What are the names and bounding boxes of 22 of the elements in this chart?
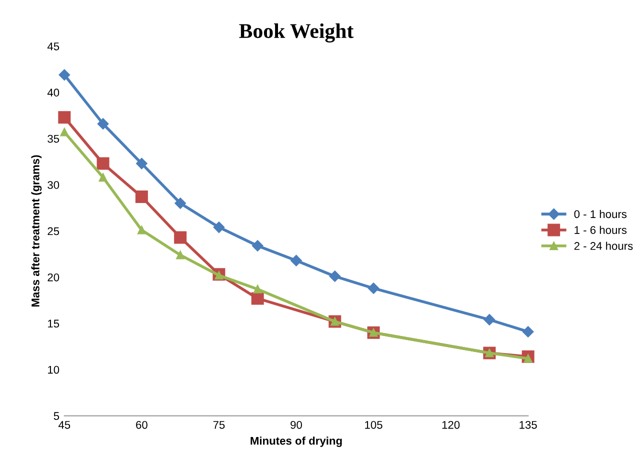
chart-title: Book Weight bbox=[239, 23, 354, 42]
x-tick-label: 60 bbox=[136, 420, 148, 429]
x-tick-label: 120 bbox=[442, 420, 460, 429]
legend-label: 0 - 1 hours bbox=[574, 210, 627, 218]
y-tick-label: 40 bbox=[47, 88, 60, 97]
y-tick-label: 30 bbox=[48, 181, 60, 189]
x-tick-label: 105 bbox=[365, 420, 382, 429]
y-tick-label: 10 bbox=[48, 366, 60, 374]
x-tick-label: 45 bbox=[58, 421, 70, 429]
y-tick-label: 45 bbox=[47, 42, 60, 50]
x-tick-label: 90 bbox=[290, 420, 302, 429]
y-tick-label: 5 bbox=[54, 412, 60, 420]
y-tick-label: 35 bbox=[48, 134, 60, 143]
y-tick-label: 15 bbox=[48, 320, 60, 328]
legend-label: 1 - 6 hours bbox=[574, 226, 627, 234]
x-axis-title: Minutes of drying bbox=[250, 436, 342, 447]
y-axis-title: Mass after treatment (grams) bbox=[31, 155, 42, 307]
x-tick-label: 75 bbox=[213, 421, 225, 429]
legend-label: 2 - 24 hours bbox=[574, 242, 633, 250]
y-tick-label: 20 bbox=[48, 273, 60, 282]
y-tick-label: 25 bbox=[48, 227, 60, 236]
x-tick-label: 135 bbox=[520, 420, 537, 429]
